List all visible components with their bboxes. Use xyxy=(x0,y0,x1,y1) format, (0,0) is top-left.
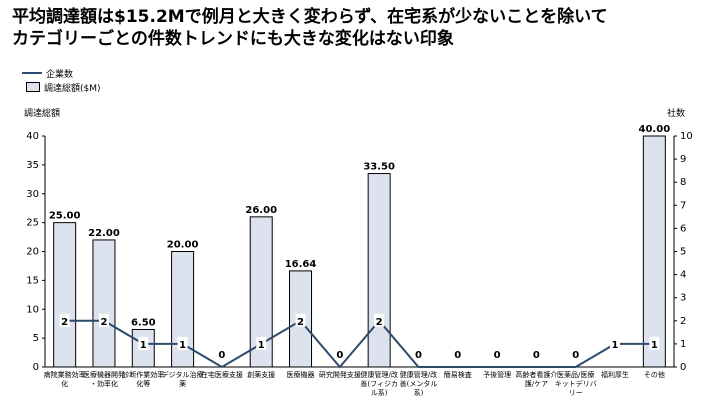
y-tick-label: 25 xyxy=(26,218,39,229)
x-tick-label: 在宅医療支援 xyxy=(201,370,243,379)
y2-tick-label: 0 xyxy=(680,362,686,373)
bar xyxy=(642,135,666,368)
point-value-label: 2 xyxy=(61,317,68,328)
point-value-label: 1 xyxy=(140,340,147,351)
legend-item-funding: 調達総額($M) xyxy=(22,80,101,94)
y2-tick-label: 4 xyxy=(680,270,686,281)
point-value-label: 0 xyxy=(454,350,461,361)
point-label-bg xyxy=(610,336,621,350)
point-value-label: 2 xyxy=(100,317,107,328)
bar xyxy=(249,216,273,368)
y-tick-label: 40 xyxy=(26,131,39,142)
x-tick-label: 診断作業効率化等 xyxy=(122,370,164,388)
bar xyxy=(53,222,77,368)
x-tick-label: その他 xyxy=(644,370,665,379)
point-label-bg xyxy=(59,313,70,327)
chart-title-line1: 平均調達額は$15.2Mで例月と大きく変わらず、在宅系が少ないことを除いて xyxy=(12,7,608,27)
y-tick-label: 5 xyxy=(33,333,39,344)
legend-label-companies: 企業数 xyxy=(46,69,74,80)
x-tick-label: 医療機器開発・効率化 xyxy=(83,370,125,388)
point-label-bg xyxy=(374,313,385,327)
y2-tick-label: 2 xyxy=(680,316,686,327)
bar xyxy=(171,251,195,368)
point-value-label: 2 xyxy=(297,317,304,328)
x-tick-label: 簡易検査 xyxy=(444,370,472,379)
bar-value-label: 6.50 xyxy=(131,317,156,328)
point-label-bg xyxy=(177,336,188,350)
y-tick-label: 10 xyxy=(26,304,39,315)
x-tick-label: 予後管理 xyxy=(483,370,511,379)
y2-tick-label: 10 xyxy=(680,131,693,142)
bar xyxy=(92,239,116,368)
point-value-label: 0 xyxy=(572,350,579,361)
x-tick-label: 医療機器 xyxy=(287,370,315,379)
legend-item-companies: 企業数 xyxy=(22,66,101,80)
bar-value-label: 20.00 xyxy=(167,240,199,251)
point-label-bg xyxy=(98,313,109,327)
legend-line-swatch xyxy=(22,72,42,74)
point-value-label: 2 xyxy=(376,317,383,328)
x-tick-label: 病院業務効率化 xyxy=(44,370,86,388)
legend-label-funding: 調達総額($M) xyxy=(44,83,101,94)
bar-value-label: 26.00 xyxy=(245,205,277,216)
point-value-label: 1 xyxy=(612,340,619,351)
point-value-label: 0 xyxy=(533,350,540,361)
chart-title: 平均調達額は$15.2Mで例月と大きく変わらず、在宅系が少ないことを除いて カテ… xyxy=(12,6,712,50)
y-axis-title: 調達総額 xyxy=(24,107,60,119)
y2-tick-label: 3 xyxy=(680,293,686,304)
x-tick-label: 健康管理/改善(メンタル系) xyxy=(400,370,438,397)
bar-value-label: 22.00 xyxy=(88,228,120,239)
point-value-label: 0 xyxy=(336,350,343,361)
legend: 企業数 調達総額($M) xyxy=(22,66,101,94)
x-tick-label: 高齢者看護介護/ケア xyxy=(515,370,557,388)
legend-bar-swatch xyxy=(26,82,40,92)
x-tick-label: 福利厚生 xyxy=(601,370,629,379)
x-tick-label: デジタル治療薬 xyxy=(162,370,204,388)
point-label-bg xyxy=(138,336,149,350)
point-value-label: 0 xyxy=(494,350,501,361)
y2-tick-label: 6 xyxy=(680,223,686,234)
y2-tick-label: 1 xyxy=(680,339,686,350)
bar xyxy=(367,173,391,368)
y-tick-label: 0 xyxy=(33,362,39,373)
y2-tick-label: 5 xyxy=(680,247,686,258)
bar-value-label: 16.64 xyxy=(285,259,317,270)
bar-value-label: 40.00 xyxy=(639,124,671,135)
y-tick-label: 30 xyxy=(26,189,39,200)
point-value-label: 0 xyxy=(415,350,422,361)
y-tick-label: 35 xyxy=(26,160,39,171)
y-tick-label: 20 xyxy=(26,247,39,258)
bar-value-label: 33.50 xyxy=(363,162,395,173)
y2-tick-label: 8 xyxy=(680,177,686,188)
y2-tick-label: 9 xyxy=(680,154,686,165)
chart-title-line2: カテゴリーごとの件数トレンドにも大きな変化はない印象 xyxy=(12,29,454,49)
point-value-label: 0 xyxy=(218,350,225,361)
y-tick-label: 15 xyxy=(26,275,39,286)
point-value-label: 1 xyxy=(651,340,658,351)
x-tick-label: 医薬品/医療キットデリバリー xyxy=(555,370,597,397)
company-count-line xyxy=(64,319,655,369)
point-label-bg xyxy=(295,313,306,327)
point-value-label: 1 xyxy=(258,340,265,351)
x-tick-label: 健康管理/改善(フィジカル系) xyxy=(360,370,398,397)
x-tick-label: 創薬支援 xyxy=(247,370,275,379)
point-label-bg xyxy=(649,336,660,350)
point-label-bg xyxy=(256,336,267,350)
y2-axis-title: 社数 xyxy=(667,107,685,119)
y2-tick-label: 7 xyxy=(680,200,686,211)
bar-value-label: 25.00 xyxy=(49,211,81,222)
point-value-label: 1 xyxy=(179,340,186,351)
x-tick-label: 研究開発支援 xyxy=(319,370,361,379)
